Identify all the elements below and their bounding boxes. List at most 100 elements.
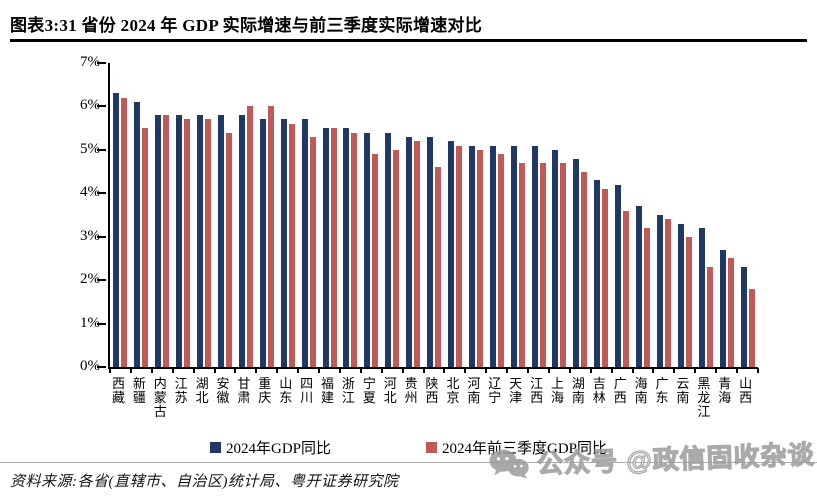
bar-q1q3-gdp xyxy=(163,115,170,367)
bar-q1q3-gdp xyxy=(435,167,442,367)
bar-q1q3-gdp xyxy=(476,149,483,367)
x-axis-label: 河 北 xyxy=(383,376,397,405)
bar-q1q3-gdp xyxy=(497,154,504,367)
x-axis-label: 江 西 xyxy=(530,376,544,405)
bar-q1q3-gdp xyxy=(518,162,525,367)
bar-group xyxy=(131,63,152,367)
y-axis-tick xyxy=(97,192,106,195)
x-axis-tick xyxy=(234,368,237,373)
x-axis-label: 四 川 xyxy=(300,376,314,405)
x-axis-label: 北 京 xyxy=(446,376,460,405)
x-axis-tick xyxy=(694,368,697,373)
bar-2024-gdp xyxy=(447,141,454,367)
bar-q1q3-gdp xyxy=(685,236,692,367)
x-axis-label: 西 藏 xyxy=(111,376,125,405)
bar-group xyxy=(298,63,319,367)
bars-container xyxy=(110,63,758,367)
x-axis-tick xyxy=(401,368,404,373)
legend-swatch-2024-gdp xyxy=(209,442,221,453)
y-axis-tick xyxy=(97,366,106,368)
bar-2024-gdp xyxy=(385,132,392,367)
x-axis-label: 贵 州 xyxy=(404,376,418,405)
bar-q1q3-gdp xyxy=(205,119,212,367)
bar-group xyxy=(528,63,549,367)
y-axis-label: 1% xyxy=(80,314,100,331)
bar-q1q3-gdp xyxy=(727,258,734,367)
bar-2024-gdp xyxy=(427,136,434,367)
y-axis-tick xyxy=(97,279,106,282)
x-axis-tick xyxy=(338,368,341,373)
bar-2024-gdp xyxy=(677,223,684,367)
bar-2024-gdp xyxy=(531,145,538,367)
x-axis-label: 重 庆 xyxy=(258,376,272,405)
gdp-bar-chart: 0% 1% 2% 3% 4% 5% 6% 7% 西 藏新 疆内 蒙 古江 苏湖 北安 徽甘 肃… xyxy=(0,55,817,437)
y-axis-tick xyxy=(97,148,106,151)
bar-q1q3-gdp xyxy=(330,128,337,367)
x-axis-tick xyxy=(631,368,634,373)
x-axis-tick xyxy=(150,368,153,373)
bar-2024-gdp xyxy=(636,206,643,367)
x-axis-tick xyxy=(109,368,111,373)
bar-q1q3-gdp xyxy=(748,288,755,367)
bar-2024-gdp xyxy=(698,228,705,367)
x-axis-tick xyxy=(757,368,759,373)
bar-2024-gdp xyxy=(155,115,162,367)
bar-q1q3-gdp xyxy=(184,119,191,367)
bar-2024-gdp xyxy=(322,128,329,367)
bar-q1q3-gdp xyxy=(623,210,630,367)
bar-q1q3-gdp xyxy=(351,132,358,367)
bar-q1q3-gdp xyxy=(372,154,379,367)
bar-group xyxy=(277,63,298,367)
bar-2024-gdp xyxy=(238,115,245,367)
bar-2024-gdp xyxy=(259,119,266,367)
bar-group xyxy=(633,63,654,367)
x-axis-label: 广 东 xyxy=(655,376,669,405)
bar-group xyxy=(340,63,361,367)
bar-q1q3-gdp xyxy=(225,132,232,367)
bar-2024-gdp xyxy=(280,119,287,367)
x-axis-label: 山 东 xyxy=(279,376,293,405)
x-axis-tick xyxy=(359,368,362,373)
bar-q1q3-gdp xyxy=(309,136,316,367)
bar-group xyxy=(716,63,737,367)
x-axis-tick xyxy=(443,368,446,373)
bar-2024-gdp xyxy=(552,149,559,367)
bar-2024-gdp xyxy=(510,145,517,367)
x-axis-label: 新 疆 xyxy=(132,376,146,405)
x-axis-tick xyxy=(318,368,321,373)
x-axis-tick xyxy=(736,368,739,373)
x-axis-tick xyxy=(129,368,132,373)
bar-group xyxy=(403,63,424,367)
x-axis-label: 吉 林 xyxy=(592,376,606,405)
page-title: 图表3:31 省份 2024 年 GDP 实际增速与前三季度实际增速对比 xyxy=(10,16,483,35)
y-axis-label: 3% xyxy=(80,227,100,244)
bar-q1q3-gdp xyxy=(560,162,567,367)
bar-group xyxy=(674,63,695,367)
title-underline xyxy=(10,39,807,42)
x-axis-label: 广 西 xyxy=(613,376,627,405)
bar-group xyxy=(194,63,215,367)
bar-group xyxy=(173,63,194,367)
x-axis-tick xyxy=(380,368,383,373)
x-axis-tick xyxy=(297,368,300,373)
bar-q1q3-gdp xyxy=(142,128,149,367)
bar-2024-gdp xyxy=(468,145,475,367)
bar-q1q3-gdp xyxy=(288,123,295,367)
bar-2024-gdp xyxy=(343,128,350,367)
x-axis-label: 青 海 xyxy=(718,376,732,405)
x-axis-tick xyxy=(568,368,571,373)
bar-q1q3-gdp xyxy=(455,145,462,367)
y-axis-tick xyxy=(97,105,106,108)
bar-group xyxy=(465,63,486,367)
bar-2024-gdp xyxy=(301,119,308,367)
x-axis-label: 湖 南 xyxy=(571,376,585,405)
x-axis-tick xyxy=(255,368,258,373)
bar-q1q3-gdp xyxy=(539,162,546,367)
x-axis-tick xyxy=(422,368,425,373)
bar-2024-gdp xyxy=(176,115,183,367)
x-axis-tick xyxy=(464,368,467,373)
legend-item-2024-gdp: 2024年GDP同比 xyxy=(209,437,331,458)
x-axis-label: 山 西 xyxy=(739,376,753,405)
bar-group xyxy=(445,63,466,367)
